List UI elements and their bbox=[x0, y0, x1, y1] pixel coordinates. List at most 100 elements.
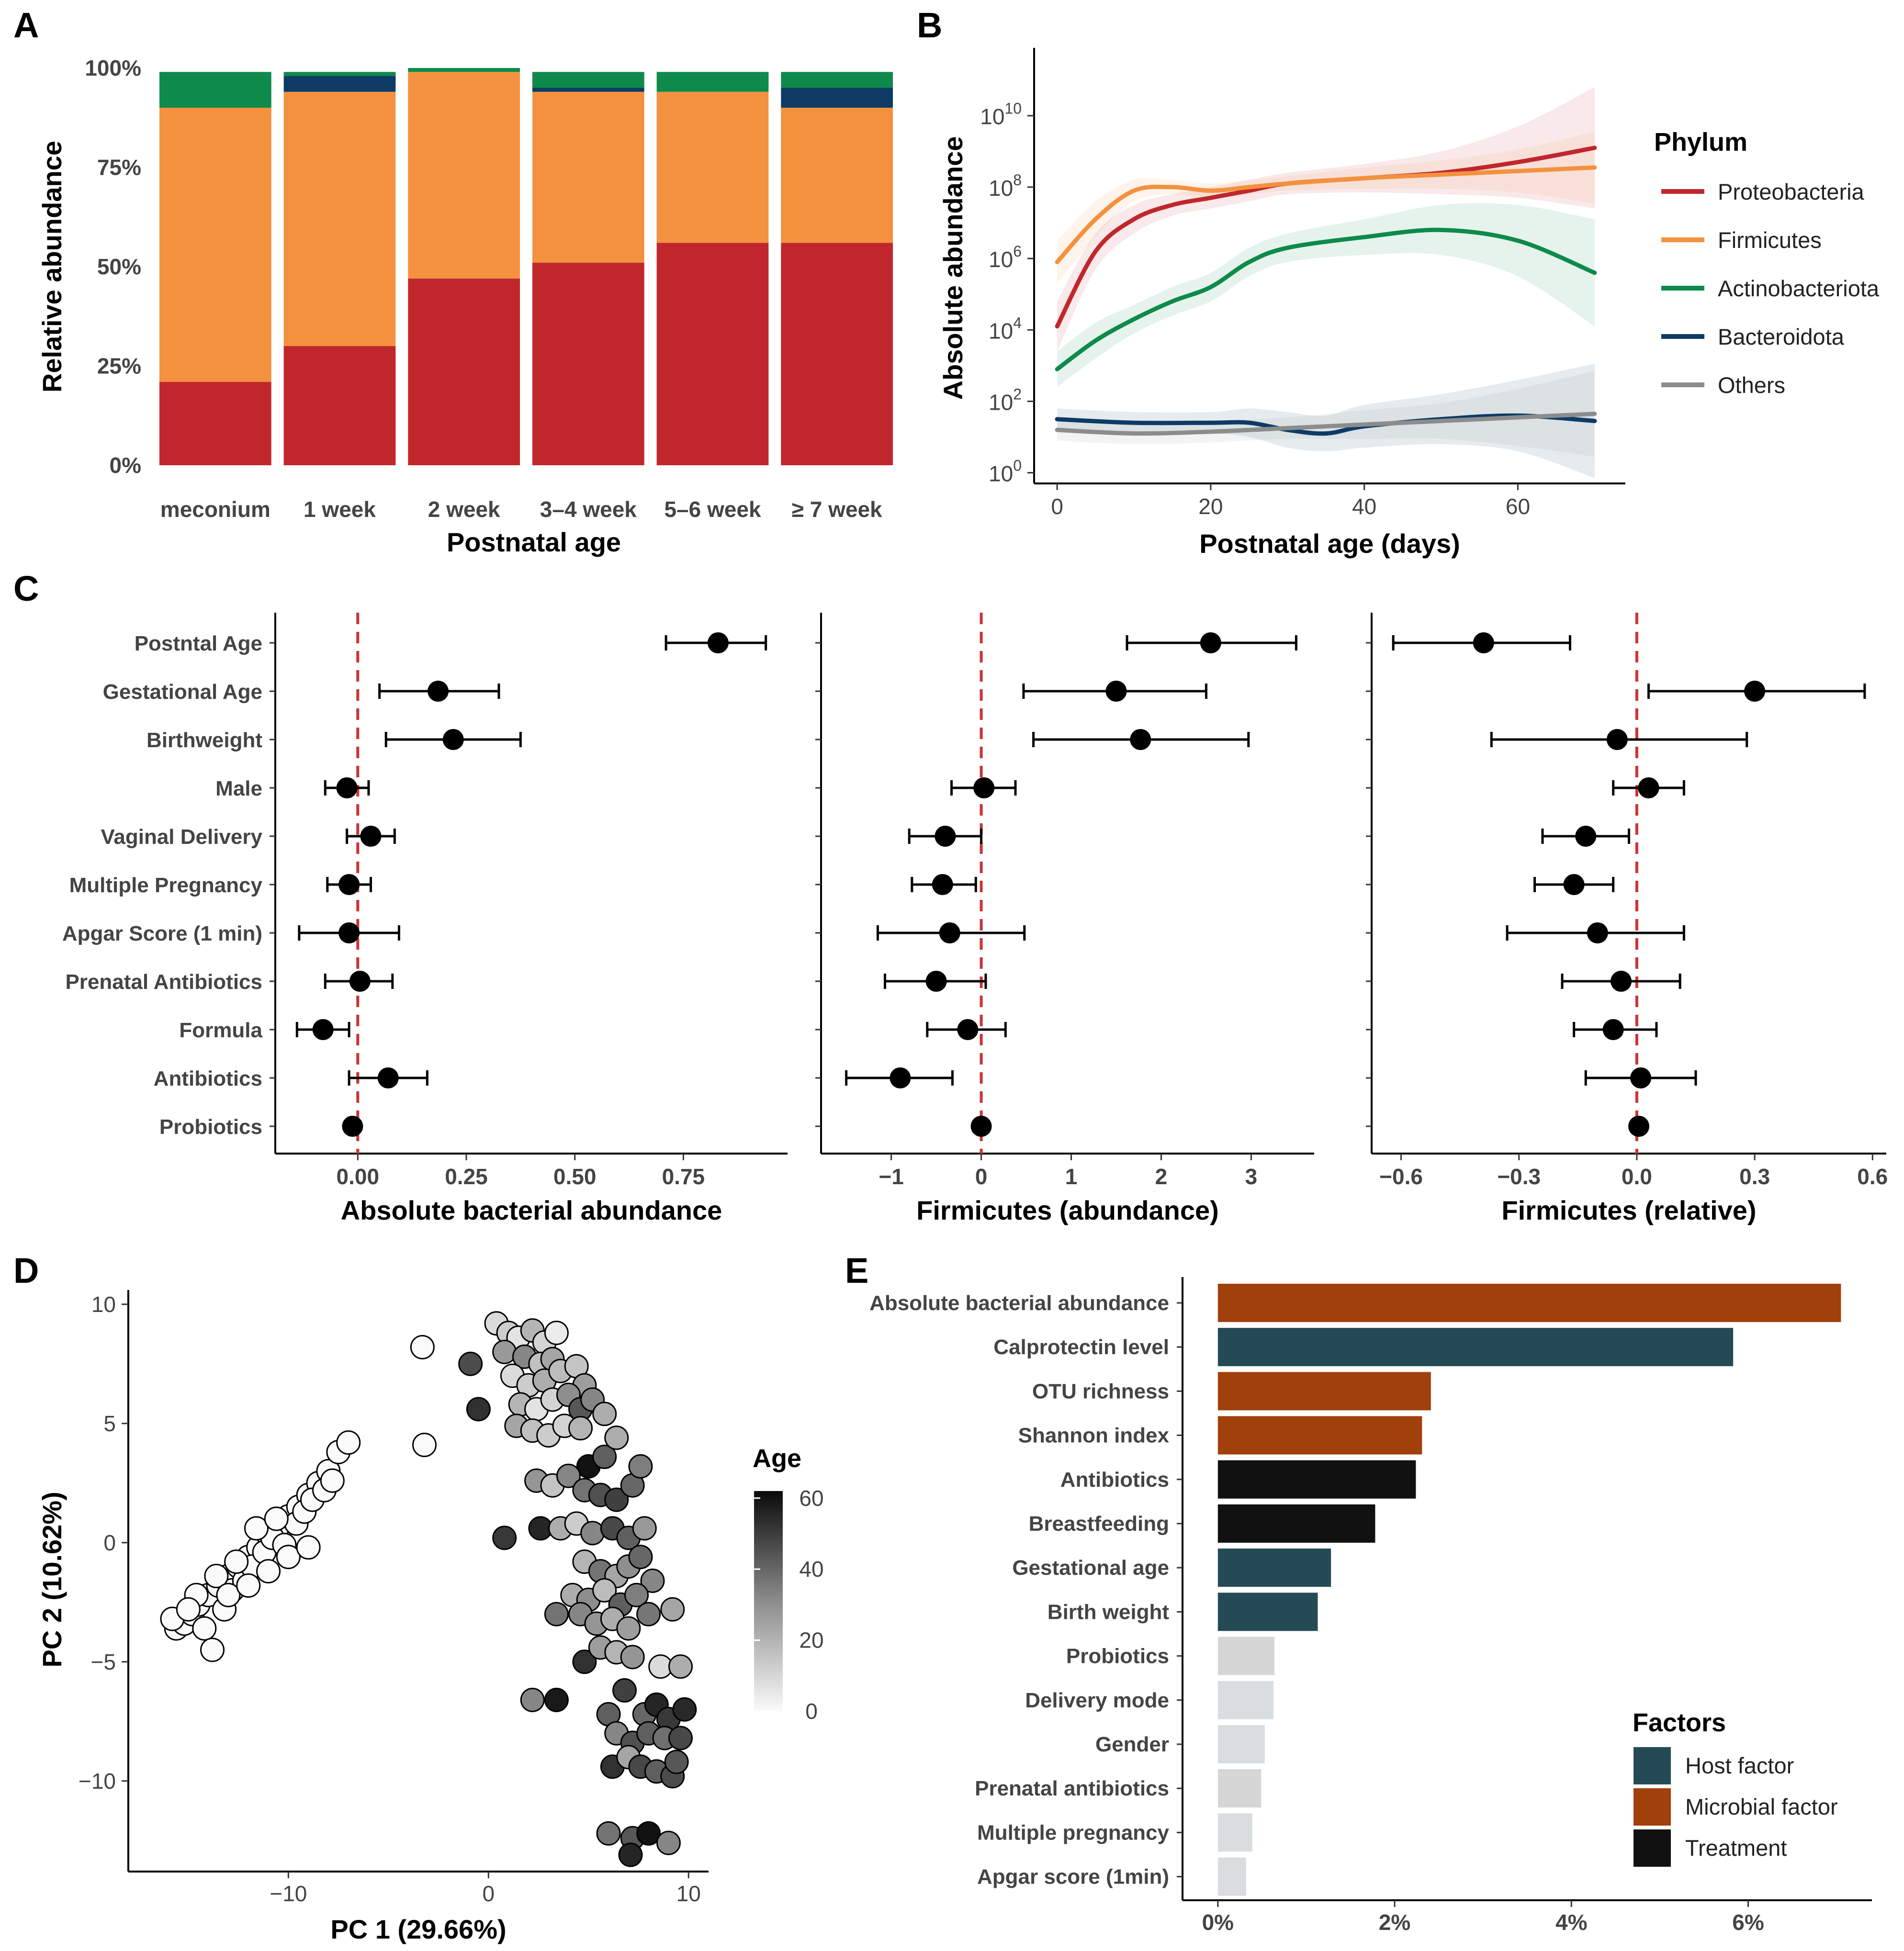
legend-title: Phylum bbox=[1654, 128, 1747, 157]
bar-firmicutes-1 bbox=[283, 91, 396, 347]
sample-point bbox=[544, 1602, 569, 1626]
forest-subplot-2: −1 0 1 2 3 Firmicutes (abundance) bbox=[815, 613, 1314, 1225]
estimate-point bbox=[932, 874, 953, 895]
importance-bar bbox=[1217, 1769, 1262, 1808]
variable-label: Apgar Score (1 min) bbox=[62, 922, 262, 945]
y-axis-title: Absolute abundance bbox=[938, 136, 968, 400]
legend-label-actinobacteriota: Actinobacteriota bbox=[1718, 276, 1880, 301]
sample-point bbox=[656, 1830, 681, 1855]
x-tick-label: 0.3 bbox=[1739, 1164, 1770, 1189]
sample-point bbox=[628, 1545, 653, 1570]
legend-label: Host factor bbox=[1685, 1753, 1794, 1778]
importance-bar bbox=[1217, 1372, 1431, 1411]
bar-actinobacteriota-0 bbox=[159, 72, 271, 108]
sample-point bbox=[624, 1582, 649, 1607]
sample-point bbox=[572, 1649, 597, 1674]
y-axis-title: Relative abundance bbox=[37, 141, 67, 392]
y-tick-label: 1010 bbox=[980, 100, 1022, 129]
category-label: Calprotectin level bbox=[993, 1335, 1169, 1359]
x-axis-title: Absolute bacterial abundance bbox=[341, 1195, 722, 1225]
sample-point bbox=[618, 1842, 643, 1867]
bar-firmicutes-5 bbox=[781, 108, 893, 243]
colorbar bbox=[754, 1491, 783, 1711]
sample-point bbox=[632, 1516, 657, 1541]
x-tick-label: 5–6 week bbox=[664, 497, 761, 522]
legend-label-others: Others bbox=[1718, 372, 1785, 398]
category-label: Gender bbox=[1095, 1733, 1169, 1756]
sample-point bbox=[636, 1821, 661, 1846]
estimate-point bbox=[1606, 729, 1628, 750]
estimate-point bbox=[1611, 971, 1632, 992]
bar-actinobacteriota-4 bbox=[656, 72, 769, 92]
sample-point bbox=[200, 1637, 225, 1662]
panel-label-b: B bbox=[917, 5, 942, 45]
x-tick-label: 1 bbox=[1065, 1164, 1078, 1189]
panel-label-a: A bbox=[13, 5, 39, 45]
x-axis-title: Firmicutes (relative) bbox=[1501, 1195, 1756, 1225]
importance-bar bbox=[1217, 1548, 1331, 1587]
sample-point bbox=[176, 1597, 201, 1622]
bar-proteobacteria-1 bbox=[283, 346, 396, 465]
estimate-point bbox=[1628, 1116, 1650, 1137]
x-tick-label: 40 bbox=[1352, 494, 1376, 519]
legend-label: Microbial factor bbox=[1685, 1794, 1838, 1819]
panel-label-e: E bbox=[845, 1251, 868, 1290]
bar-actinobacteriota-5 bbox=[781, 72, 893, 88]
bar-proteobacteria-4 bbox=[656, 243, 769, 465]
x-tick-label: 0% bbox=[1202, 1910, 1234, 1935]
importance-bar bbox=[1217, 1637, 1274, 1675]
bar-bacteroidota-5 bbox=[781, 88, 893, 108]
sample-point bbox=[668, 1654, 693, 1679]
sample-point bbox=[236, 1573, 261, 1598]
line-firmicutes bbox=[1055, 165, 1597, 265]
y-tick-label: 5 bbox=[103, 1411, 116, 1436]
sample-point bbox=[592, 1402, 617, 1426]
estimate-point bbox=[312, 1019, 334, 1040]
importance-bar bbox=[1217, 1725, 1265, 1763]
panel-e-importance-bar-chart: Absolute bacterial abundance Calprotectin… bbox=[869, 1277, 1872, 1935]
x-axis-title: Postnatal age bbox=[447, 527, 621, 557]
sample-point bbox=[336, 1430, 361, 1455]
category-label: Apgar score (1min) bbox=[977, 1865, 1169, 1889]
sample-point bbox=[556, 1463, 581, 1488]
estimate-point bbox=[1200, 632, 1221, 653]
sample-point bbox=[620, 1645, 645, 1670]
bar-firmicutes-4 bbox=[656, 91, 769, 243]
sample-point bbox=[492, 1525, 517, 1550]
sample-point bbox=[216, 1582, 241, 1607]
legend-label-firmicutes: Firmicutes bbox=[1718, 227, 1822, 253]
y-tick-label: −10 bbox=[79, 1769, 116, 1794]
ci-band-proteobacteria bbox=[1057, 87, 1595, 352]
y-tick-label: 0 bbox=[103, 1530, 116, 1555]
sample-point bbox=[664, 1749, 689, 1774]
legend-swatch bbox=[1634, 1829, 1671, 1867]
importance-bar bbox=[1217, 1592, 1318, 1631]
y-tick-label: 0% bbox=[110, 453, 141, 478]
line-actinobacteriota bbox=[1055, 227, 1597, 371]
x-tick-label: 0 bbox=[1051, 494, 1063, 519]
forest-subplot-3: −0.6 −0.3 0.0 0.3 0.6 Firmicutes (relative) bbox=[1366, 613, 1888, 1225]
panel-label-c: C bbox=[13, 569, 39, 608]
estimate-point bbox=[1744, 681, 1766, 702]
y-tick-label: 75% bbox=[97, 155, 141, 180]
estimate-point bbox=[360, 826, 382, 847]
sample-point bbox=[660, 1597, 685, 1622]
panel-c-forest-plots: Postntal Age Gestational Age Birthweight Ma… bbox=[62, 613, 1888, 1225]
y-tick-label: −5 bbox=[91, 1649, 116, 1674]
sample-point bbox=[264, 1506, 289, 1531]
variable-label: Multiple Pregnancy bbox=[69, 874, 263, 897]
variable-label: Male bbox=[215, 777, 262, 800]
estimate-point bbox=[1473, 632, 1494, 653]
category-label: Gestational age bbox=[1012, 1556, 1169, 1580]
bar-proteobacteria-3 bbox=[532, 262, 644, 465]
estimate-point bbox=[890, 1067, 911, 1088]
estimate-point bbox=[377, 1067, 399, 1088]
sample-point bbox=[672, 1697, 697, 1722]
sample-point bbox=[192, 1616, 217, 1641]
estimate-point bbox=[1602, 1019, 1624, 1040]
legend-label-proteobacteria: Proteobacteria bbox=[1718, 179, 1865, 204]
variable-label: Formula bbox=[179, 1019, 262, 1042]
x-tick-label: 0 bbox=[482, 1881, 495, 1906]
sample-point bbox=[604, 1487, 629, 1512]
